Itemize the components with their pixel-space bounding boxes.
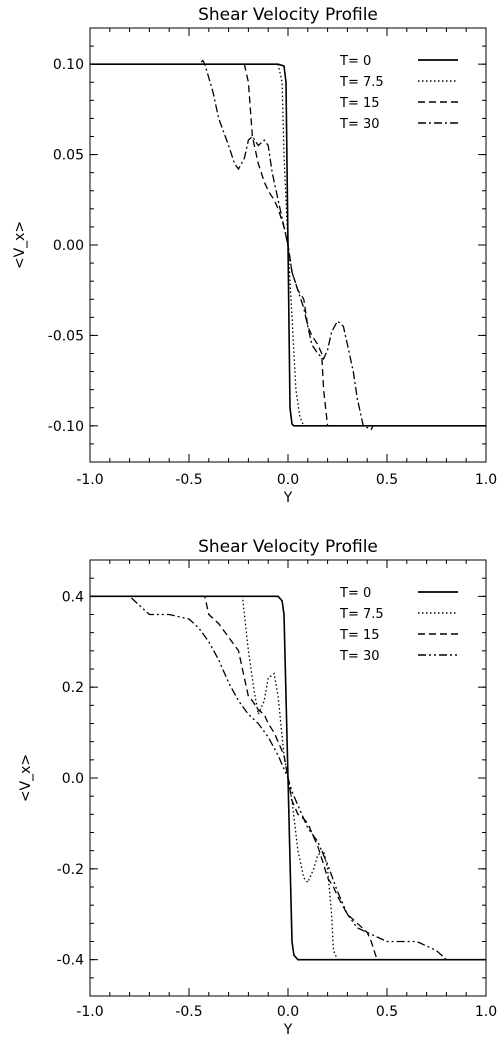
y-axis-label: <V_x> bbox=[12, 221, 28, 269]
y-tick-label: -0.05 bbox=[48, 328, 84, 344]
legend-label: T= 30 bbox=[339, 649, 380, 664]
legend-label: T= 7.5 bbox=[339, 607, 384, 622]
y-tick-label: -0.10 bbox=[48, 419, 84, 435]
y-axis-label: <V_x> bbox=[18, 754, 34, 802]
y-tick-label: -0.2 bbox=[57, 862, 84, 878]
legend-label: T= 0 bbox=[339, 586, 371, 601]
legend-label: T= 15 bbox=[339, 96, 380, 111]
series-line-2 bbox=[90, 63, 486, 427]
legend-label: T= 7.5 bbox=[339, 75, 384, 90]
y-tick-label: 0.00 bbox=[53, 238, 84, 254]
x-tick-label: -0.5 bbox=[175, 1004, 202, 1020]
series-line-4 bbox=[90, 595, 486, 961]
chart-panel-1: Shear Velocity Profile -1.0 -0.5 0.0 0.5 1.0 0… bbox=[12, 5, 497, 506]
y-tick-label: -0.4 bbox=[57, 953, 84, 969]
chart-panel-2: Shear Velocity Profile -1.0 -0.5 0.0 0.5 1.0 0… bbox=[18, 537, 497, 1038]
x-tick-label: 0.0 bbox=[277, 472, 299, 488]
x-tick-label: -0.5 bbox=[175, 472, 202, 488]
x-tick-label: -1.0 bbox=[76, 1004, 103, 1020]
legend-label: T= 15 bbox=[339, 628, 380, 643]
y-tick-label: 0.2 bbox=[62, 680, 84, 696]
x-tick-label: 1.0 bbox=[475, 472, 497, 488]
x-tick-label: 1.0 bbox=[475, 1004, 497, 1020]
chart-title: Shear Velocity Profile bbox=[198, 537, 378, 557]
series-line-1 bbox=[90, 63, 486, 427]
y-tick-label: 0.05 bbox=[53, 148, 84, 164]
y-tick-label: 0.10 bbox=[53, 57, 84, 73]
y-tick-label: 0.4 bbox=[62, 589, 84, 605]
x-axis-label: Y bbox=[283, 1022, 293, 1038]
x-tick-label: 0.5 bbox=[376, 1004, 398, 1020]
y-tick-label: 0.0 bbox=[62, 771, 84, 787]
legend-label: T= 0 bbox=[339, 54, 371, 69]
x-axis-label: Y bbox=[283, 490, 293, 506]
series-line-2 bbox=[90, 595, 486, 961]
legend-label: T= 30 bbox=[339, 117, 380, 132]
x-tick-label: 0.0 bbox=[277, 1004, 299, 1020]
x-tick-label: 0.5 bbox=[376, 472, 398, 488]
chart-title: Shear Velocity Profile bbox=[198, 5, 378, 25]
series-line-4 bbox=[90, 59, 486, 431]
x-tick-label: -1.0 bbox=[76, 472, 103, 488]
series-line-3 bbox=[90, 63, 486, 427]
